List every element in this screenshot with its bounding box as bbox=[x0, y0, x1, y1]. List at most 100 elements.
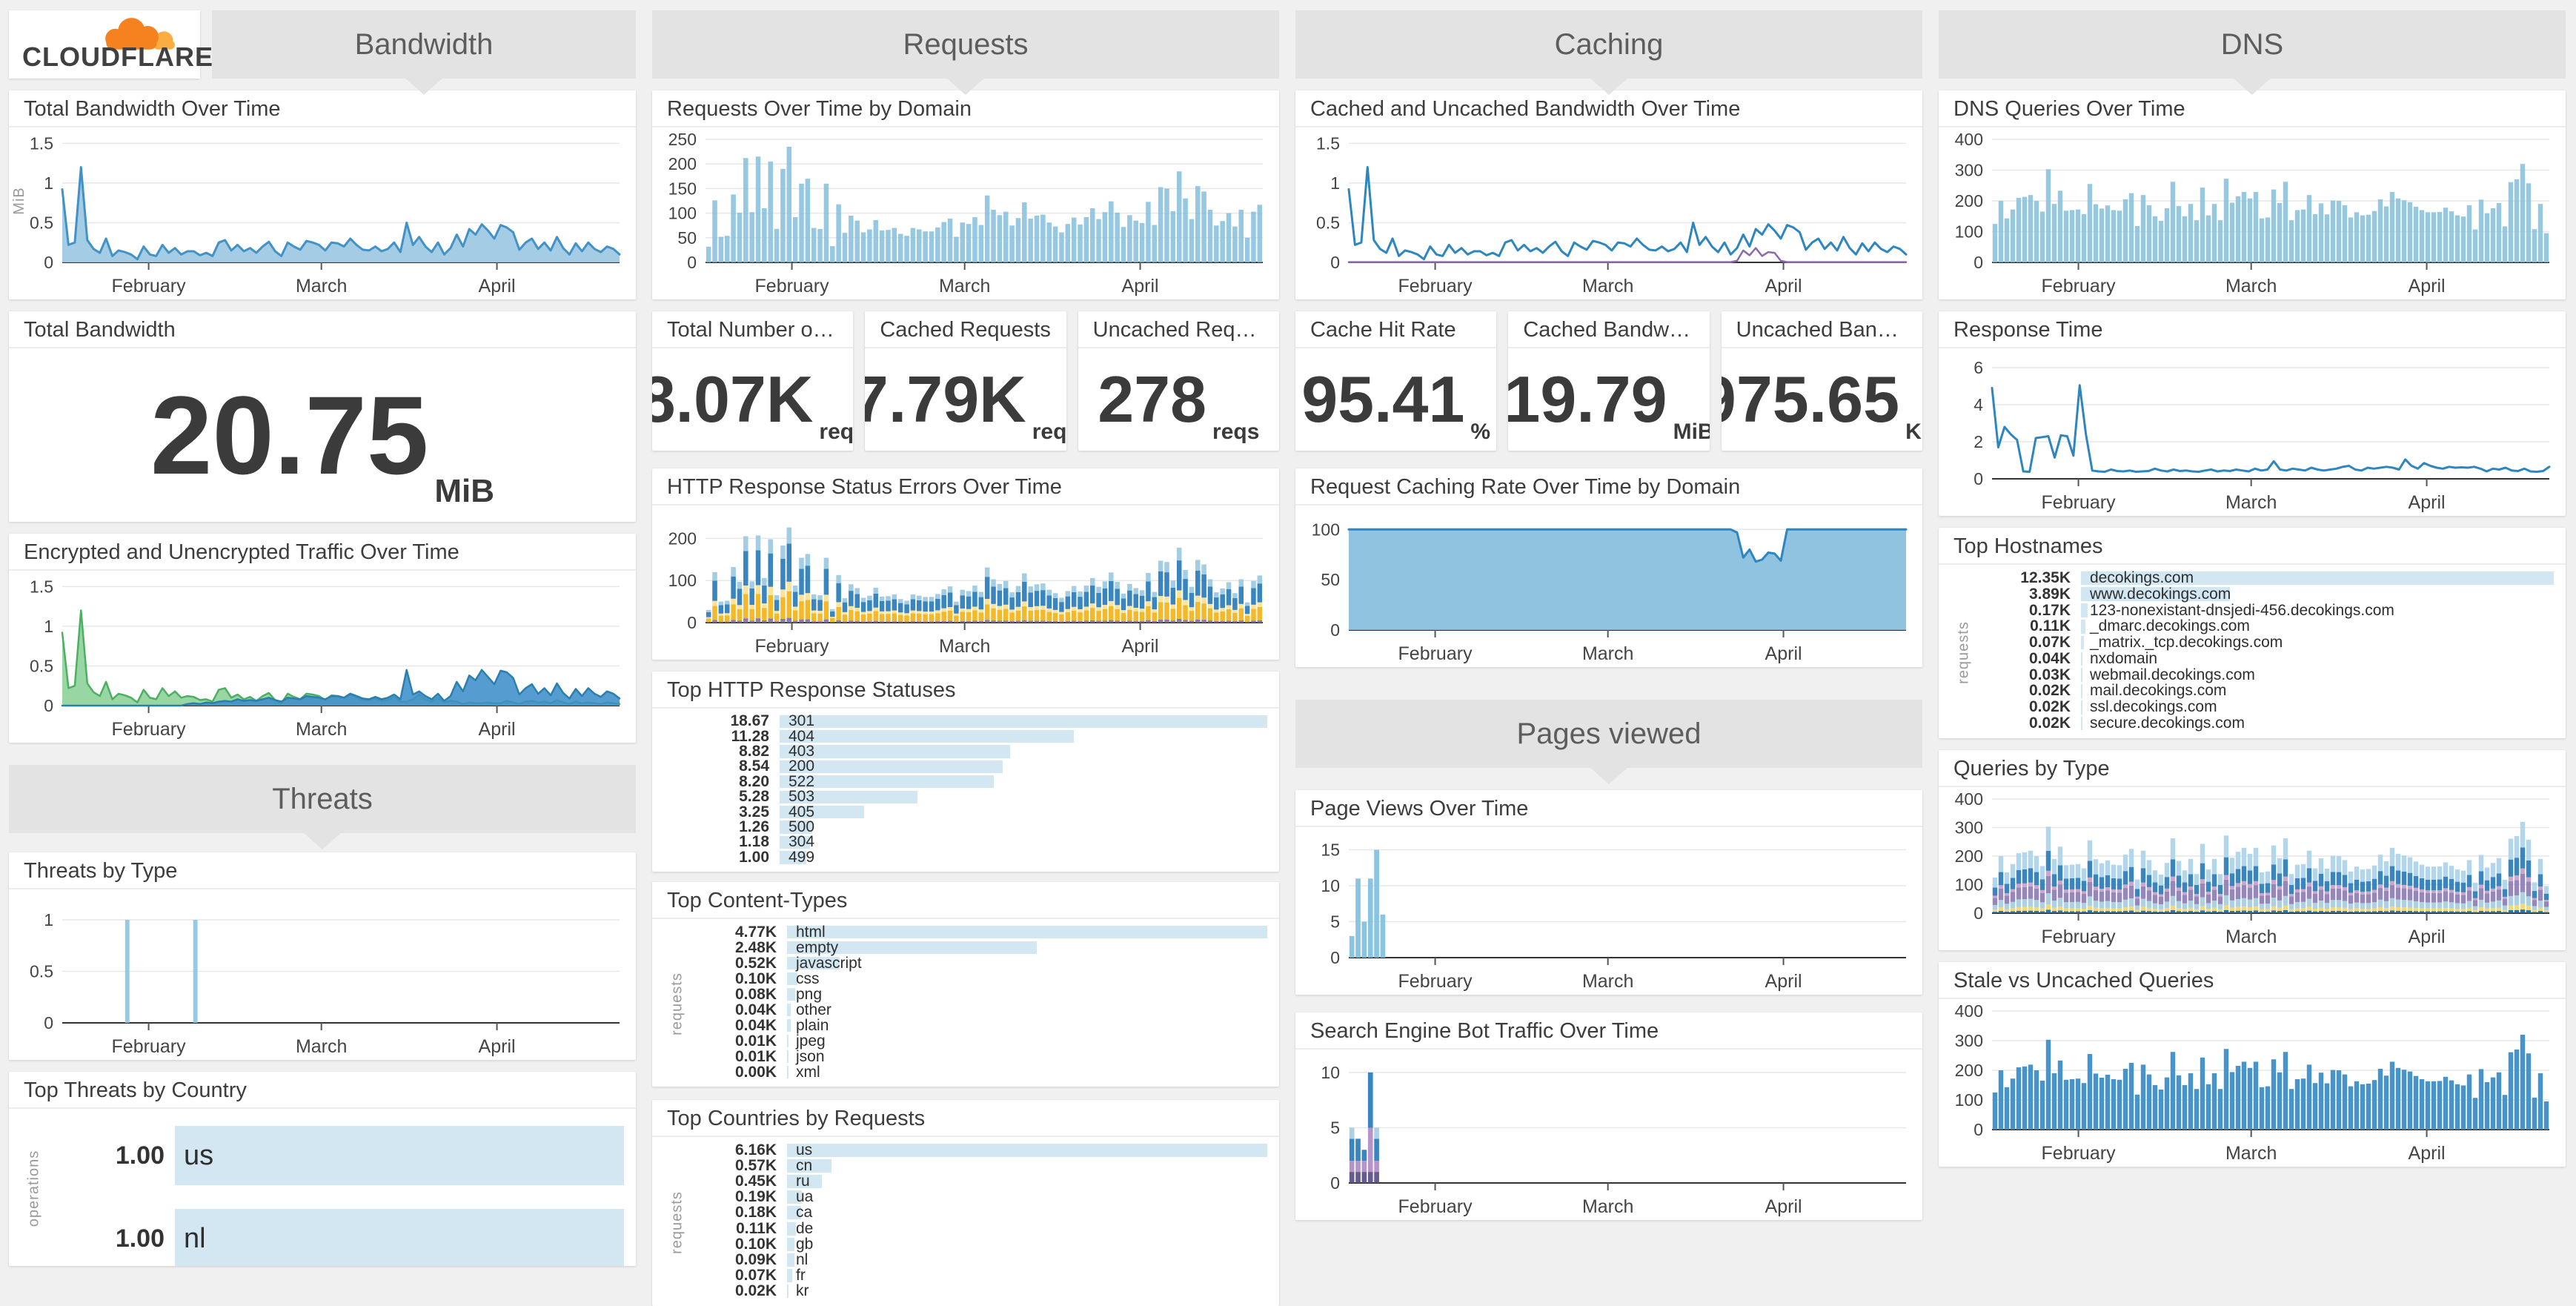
hbar-row[interactable]: 1.18 304 bbox=[688, 833, 1267, 850]
hbar-row[interactable]: 0.07K _matrix._tcp.decokings.com bbox=[1974, 634, 2554, 651]
hbar-row[interactable]: 0.00K xml bbox=[688, 1064, 1267, 1081]
hbar-row[interactable]: 1.26 500 bbox=[688, 818, 1267, 835]
svg-text:0.5: 0.5 bbox=[30, 962, 53, 981]
hbar-row[interactable]: 0.18K ca bbox=[688, 1204, 1267, 1221]
hbar-row[interactable]: 0.52K javascript bbox=[688, 955, 1267, 972]
hbar-row[interactable]: 11.28 404 bbox=[688, 728, 1267, 745]
dns-queries-bar-chart[interactable]: 0 100 200 300 400 February March April bbox=[1939, 127, 2566, 299]
hbar-fill bbox=[2081, 652, 2083, 666]
hbar-row[interactable]: 8.54 200 bbox=[688, 758, 1267, 775]
svg-text:April: April bbox=[2409, 1143, 2446, 1164]
svg-text:0: 0 bbox=[44, 253, 53, 272]
section-header-threats[interactable]: Threats bbox=[9, 765, 636, 849]
hbar-value: 3.89K bbox=[2028, 585, 2071, 603]
hbar-row[interactable]: 4.77K html bbox=[688, 924, 1267, 941]
panel-total-requests: Total Number of Re… 8.07Kreqs bbox=[652, 311, 854, 451]
hbar-row[interactable]: 0.19K ua bbox=[688, 1188, 1267, 1205]
hbar-row[interactable]: 0.02K mail.decokings.com bbox=[1974, 682, 2554, 699]
hbar-fill bbox=[787, 1206, 801, 1220]
hbar-label: json bbox=[796, 1047, 825, 1065]
cached-requests-value: 7.79K bbox=[865, 362, 1026, 436]
hbar-row[interactable]: 0.03K webmail.decokings.com bbox=[1974, 666, 2554, 683]
hbar-fill bbox=[787, 1003, 791, 1017]
cloudflare-logo[interactable]: CLOUDFLARE® bbox=[9, 10, 221, 79]
hbar-row[interactable]: 0.08K png bbox=[688, 986, 1267, 1003]
hbar-fill bbox=[780, 775, 994, 789]
hbar-row[interactable]: 0.02K kr bbox=[688, 1282, 1267, 1299]
hbar-row[interactable]: 1.00 us bbox=[53, 1124, 624, 1187]
http-errors-stacked-bar-chart[interactable]: 0 100 200 February March April bbox=[652, 506, 1279, 660]
hbar-row[interactable]: 0.10K css bbox=[688, 970, 1267, 987]
section-header-dns[interactable]: DNS bbox=[1939, 10, 2566, 95]
hbar-row[interactable]: 3.89K www.decokings.com bbox=[1974, 585, 2554, 603]
hbar-track: 123-nonexistant-dnsjedi-456.decokings.co… bbox=[2081, 601, 2554, 619]
svg-text:March: March bbox=[1582, 276, 1633, 296]
hbar-row[interactable]: 3.25 405 bbox=[688, 803, 1267, 821]
hbar-row[interactable]: 0.11K de bbox=[688, 1220, 1267, 1237]
hbar-row[interactable]: 18.67 301 bbox=[688, 712, 1267, 730]
section-header-pages-viewed[interactable]: Pages viewed bbox=[1295, 700, 1922, 784]
page-views-bar-chart[interactable]: 0 5 10 15 February March April bbox=[1295, 827, 1922, 995]
hbar-label: us bbox=[184, 1139, 214, 1171]
cached-uncached-line-chart[interactable]: 0 0.5 1 1.5 February March April bbox=[1295, 127, 1922, 299]
hbar-track: 200 bbox=[780, 758, 1267, 775]
hbar-value: 0.04K bbox=[2028, 649, 2071, 667]
hbar-row[interactable]: 0.17K 123-nonexistant-dnsjedi-456.decokin… bbox=[1974, 601, 2554, 619]
hbar-label: 301 bbox=[789, 712, 815, 730]
hbar-row[interactable]: 0.57K cn bbox=[688, 1157, 1267, 1174]
hbar-row[interactable]: 1.00 499 bbox=[688, 848, 1267, 866]
hbar-row[interactable]: 0.01K json bbox=[688, 1047, 1267, 1065]
hbar-row[interactable]: 8.20 522 bbox=[688, 773, 1267, 790]
stat-body: 20.75 MiB bbox=[9, 348, 636, 522]
section-header-bandwidth[interactable]: Bandwidth bbox=[212, 10, 636, 95]
hbar-row[interactable]: 0.45K ru bbox=[688, 1173, 1267, 1190]
bot-traffic-stacked-bar-chart[interactable]: 0 5 10 February March April bbox=[1295, 1050, 1922, 1220]
response-time-line-chart[interactable]: 0 2 4 6 February March April bbox=[1939, 348, 2566, 516]
hbar-row[interactable]: 2.48K empty bbox=[688, 938, 1267, 956]
hbar-row[interactable]: 0.04K other bbox=[688, 1001, 1267, 1018]
hbar-fill bbox=[780, 760, 1003, 774]
hbar-track: ua bbox=[787, 1188, 1267, 1205]
panel-request-caching-rate: Request Caching Rate Over Time by Domain… bbox=[1295, 468, 1922, 667]
hbar-value: 0.03K bbox=[2028, 666, 2071, 683]
hbar-label: 123-nonexistant-dnsjedi-456.decokings.co… bbox=[2090, 601, 2394, 619]
hbar-row[interactable]: 0.02K secure.decokings.com bbox=[1974, 715, 2554, 732]
svg-text:March: March bbox=[1582, 971, 1633, 992]
panel-title: Cache Hit Rate bbox=[1295, 311, 1497, 348]
svg-text:February: February bbox=[2042, 1143, 2117, 1164]
hbar-fill bbox=[787, 956, 840, 970]
hbar-row[interactable]: 5.28 503 bbox=[688, 788, 1267, 805]
hbar-track: us bbox=[787, 1141, 1267, 1159]
section-header-caching[interactable]: Caching bbox=[1295, 10, 1922, 95]
hbar-row[interactable]: 12.35K decokings.com bbox=[1974, 569, 2554, 586]
threats-by-type-bar-chart[interactable]: 0 0.5 1 February March April bbox=[9, 889, 636, 1060]
encrypted-traffic-area-chart[interactable]: 0 0.5 1 1.5 February March April bbox=[9, 571, 636, 743]
hbar-row[interactable]: 0.09K nl bbox=[688, 1251, 1267, 1268]
total-bandwidth-area-chart[interactable]: 0 0.5 1 1.5 February March April MiB bbox=[9, 127, 636, 299]
hbar-row[interactable]: 0.04K plain bbox=[688, 1017, 1267, 1034]
hbar-fill bbox=[787, 1065, 789, 1079]
hbar-label: empty bbox=[796, 938, 839, 956]
hbar-row[interactable]: 0.04K nxdomain bbox=[1974, 649, 2554, 667]
hbar-row[interactable]: 0.11K _dmarc.decokings.com bbox=[1974, 617, 2554, 634]
hbar-row[interactable]: 8.82 403 bbox=[688, 743, 1267, 760]
section-header-requests[interactable]: Requests bbox=[652, 10, 1279, 95]
hbar-row[interactable]: 0.10K gb bbox=[688, 1236, 1267, 1253]
hbar-value: 1.00 bbox=[739, 848, 769, 866]
request-caching-rate-area-chart[interactable]: 0 50 100 February March April bbox=[1295, 506, 1922, 667]
hbar-row[interactable]: 1.00 nl bbox=[53, 1207, 624, 1266]
uncached-requests-value: 278 bbox=[1098, 362, 1207, 436]
hbar-row[interactable]: 0.01K jpeg bbox=[688, 1032, 1267, 1050]
svg-text:March: March bbox=[1582, 643, 1633, 664]
panel-page-views: Page Views Over Time 0 5 10 15 February March… bbox=[1295, 790, 1922, 995]
hbar-row[interactable]: 0.07K fr bbox=[688, 1267, 1267, 1284]
requests-over-time-bar-chart[interactable]: 0 50 100 150 200 250 February March April bbox=[652, 127, 1279, 299]
panel-cached-bandwidth: Cached Bandwidth 19.79 MiB bbox=[1508, 311, 1710, 451]
queries-by-type-stacked-bar-chart[interactable]: 0 100 200 300 400 February March April bbox=[1939, 787, 2566, 950]
svg-text:50: 50 bbox=[1321, 570, 1340, 589]
hbar-row[interactable]: 0.02K ssl.decokings.com bbox=[1974, 698, 2554, 715]
stale-uncached-bar-chart[interactable]: 0 100 200 300 400 February March April bbox=[1939, 999, 2566, 1167]
hbar-value: 1.00 bbox=[115, 1224, 165, 1253]
hbar-track: 503 bbox=[780, 788, 1267, 805]
hbar-row[interactable]: 6.16K us bbox=[688, 1141, 1267, 1159]
